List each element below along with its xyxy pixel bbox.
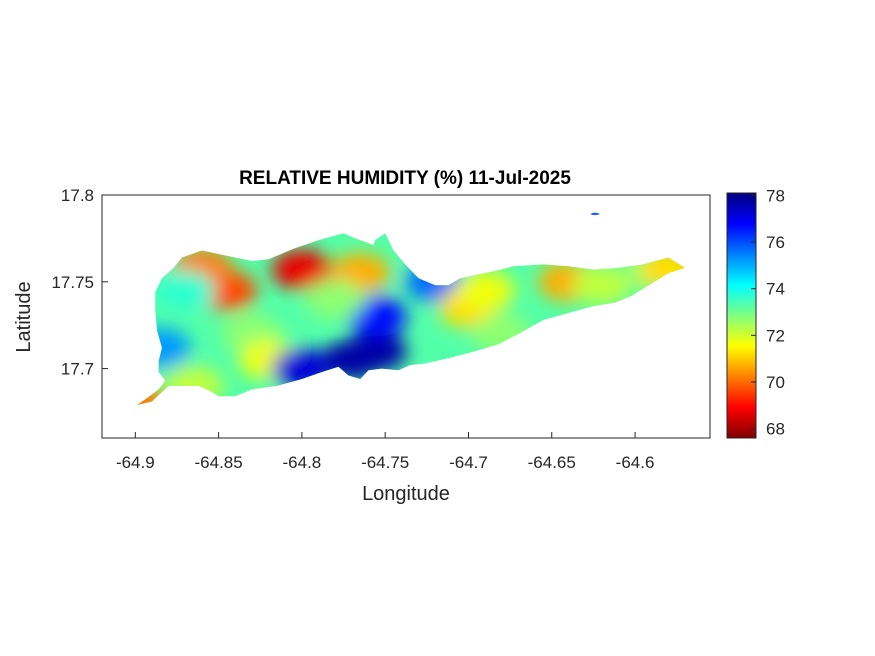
- colorbar-gradient: [726, 192, 757, 439]
- y-axis-label: Latitude: [13, 281, 35, 352]
- humidity-sample-6: [137, 327, 191, 368]
- x-axis-ticks: -64.9 -64.85 -64.8 -64.75 -64.7 -64.65 -64.6: [116, 432, 654, 472]
- colorbar-tick-label: 68: [766, 420, 785, 439]
- colorbar-tick-label: 70: [766, 373, 785, 392]
- x-tick-label: -64.8: [283, 453, 322, 472]
- map-area: [137, 212, 685, 405]
- x-tick-label: -64.75: [361, 453, 409, 472]
- humidity-sample-11: [346, 331, 407, 372]
- humidity-sample-15: [455, 270, 516, 311]
- colorbar-tick-label: 72: [766, 326, 785, 345]
- colorbar-tick-label: 78: [766, 186, 785, 205]
- x-tick-label: -64.9: [116, 453, 155, 472]
- y-tick-label: 17.7: [61, 360, 94, 379]
- colorbar: 68 70 72 74 76 78: [726, 186, 785, 439]
- plot-axes-box: [101, 194, 711, 439]
- humidity-sample-19: [638, 247, 685, 288]
- x-tick-label: -64.7: [449, 453, 488, 472]
- y-tick-label: 17.8: [61, 186, 94, 205]
- colorbar-tick-label: 76: [766, 233, 785, 252]
- humidity-sample-0: [271, 249, 332, 290]
- land-base-fill: [137, 233, 685, 405]
- colorbar-tick-label: 74: [766, 280, 785, 299]
- y-tick-label: 17.75: [51, 273, 94, 292]
- humidity-sample-17: [571, 265, 632, 306]
- x-axis-label: Longitude: [362, 483, 450, 505]
- colorbar-ticks: 68 70 72 74 76 78: [751, 186, 785, 439]
- humidity-sample-20: [137, 383, 166, 405]
- x-tick-label: -64.85: [195, 453, 243, 472]
- y-axis-ticks: 17.7 17.75 17.8: [51, 186, 108, 379]
- islet-marker: [590, 212, 601, 216]
- x-tick-label: -64.6: [616, 453, 655, 472]
- humidity-sample-22: [305, 279, 366, 320]
- humidity-sample-9: [271, 348, 332, 389]
- chart-title: RELATIVE HUMIDITY (%) 11-Jul-2025: [239, 168, 571, 189]
- humidity-sample-21: [163, 365, 224, 405]
- x-tick-label: -64.65: [528, 453, 576, 472]
- humidity-sample-5: [155, 270, 216, 311]
- humidity-sample-16: [471, 313, 532, 354]
